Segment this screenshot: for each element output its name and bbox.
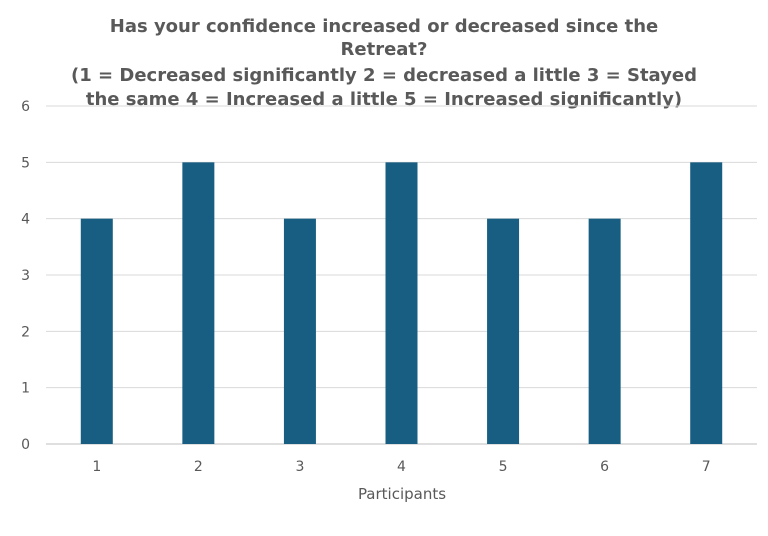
bar-participant-7 (690, 162, 723, 445)
y-tick-label: 4 (21, 212, 30, 228)
y-tick-label: 2 (21, 324, 30, 340)
x-axis-label: Participants (358, 485, 446, 503)
x-axis: 1 2 3 4 5 6 7 (92, 459, 710, 475)
bar-participant-2 (182, 162, 215, 445)
bar-participant-1 (80, 218, 113, 444)
x-tick-label: 6 (600, 459, 609, 475)
y-tick-label: 5 (21, 155, 30, 171)
y-tick-label: 3 (21, 268, 30, 284)
x-tick-label: 7 (702, 459, 711, 475)
chart-title-line-2: Retreat? (341, 39, 428, 60)
x-tick-label: 3 (295, 459, 304, 475)
bars (80, 162, 723, 445)
x-tick-label: 4 (397, 459, 406, 475)
y-tick-label: 6 (21, 99, 30, 115)
bar-participant-5 (487, 218, 520, 444)
chart-title-line-1: Has your confidence increased or decreas… (110, 16, 659, 37)
chart-title-line-4: the same 4 = Increased a little 5 = Incr… (86, 89, 682, 110)
bar-participant-3 (283, 218, 316, 444)
x-tick-label: 1 (92, 459, 101, 475)
y-axis: 0 1 2 3 4 5 6 (21, 99, 30, 453)
x-tick-label: 2 (194, 459, 203, 475)
bar-participant-4 (385, 162, 418, 445)
y-tick-label: 0 (21, 437, 30, 453)
chart-title-line-3: (1 = Decreased significantly 2 = decreas… (71, 65, 697, 86)
x-tick-label: 5 (499, 459, 508, 475)
chart-title: Has your confidence increased or decreas… (71, 16, 697, 110)
bar-participant-6 (588, 218, 621, 444)
y-tick-label: 1 (21, 381, 30, 397)
